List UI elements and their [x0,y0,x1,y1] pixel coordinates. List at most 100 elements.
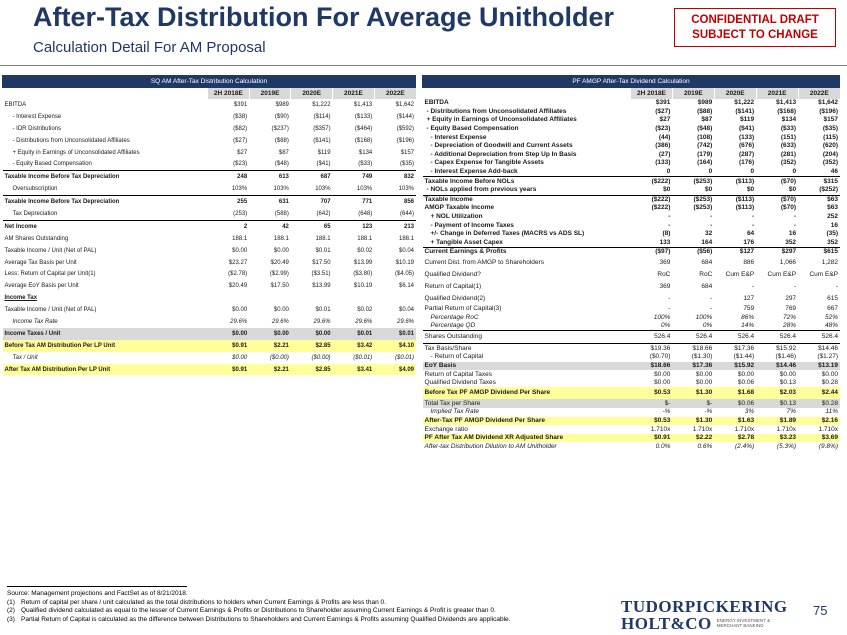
row-value: (386) [655,142,671,150]
row-value: 3% [744,408,755,416]
row-value: $615 [798,247,840,257]
row-value: $0.06 [737,379,755,387]
row-value: $2.78 [714,433,757,443]
row-label: - Equity Based Compensation [12,161,92,168]
row-value: 11% [825,408,838,416]
table-row: Tax / Unit $0.00 ($0.00) ($0.00) ($0.01) ($0.… [3,352,417,364]
row-value: ($141) [735,107,755,115]
row-value: $1.63 [714,416,757,426]
row-value: 29.6% [230,318,248,325]
row-value: (108) [697,133,713,141]
row-value: (27) [658,150,671,158]
row-value: Cum E&P [767,270,797,278]
table-row: Income Taxes / Unit $0.00 $0.00 $0.00 $0.01 $… [2,327,416,340]
logo-tagline-2: MERCHANT BANKING [716,623,764,628]
table-row: - Interest Expense ($38) ($90) ($114) ($133)… [3,111,417,123]
row-value: ($113) [714,194,757,205]
row-label: - Return of Capital [430,353,484,361]
year-header: 2019E [248,88,291,99]
row-label: - Distributions from Unconsolidated Affi… [426,107,567,115]
sq-am-panel: SQ AM After-Tax Distribution Calculation… [2,75,417,376]
row-value: ($196) [819,107,838,115]
table-row: Percentage RoC 100% 100% 86% 72% 52% [423,313,841,322]
year-header: 2022E [373,88,416,99]
row-label: EBITDA [424,99,449,107]
row-value: $0.02 [357,247,373,254]
row-value: 100% [695,313,713,321]
pf-amgp-table-body: EBITDA $391 $989 $1,222 $1,413 $1,642 - Distri… [422,99,841,451]
row-value: ($33) [358,161,373,168]
row-value: $134 [781,116,797,124]
row-value: $0.00 [273,307,289,314]
row-value: ($133) [354,113,373,120]
row-value: $134 [358,149,373,156]
row-value: - [793,213,797,221]
row-value: 684 [701,258,713,266]
row-label: Implied Tax Rate [430,408,480,416]
row-label: Tax Basis/Share [422,343,631,354]
row-value: $17.50 [312,259,331,266]
row-label: - Capex Expense for Tangible Assets [430,159,544,167]
row-value [374,292,416,304]
row-label: Exchange ratio [424,425,468,433]
table-row: After-tax Distribution Dilution to AM Un… [423,442,841,451]
row-label: Percentage RoC [430,313,479,321]
row-label: +/- Change in Deferred Taxes (MACRS vs A… [430,230,585,238]
row-value: 29.6% [355,318,373,325]
table-row: Taxable Income / Unit (Net of PAL) $0.00 $… [3,304,417,316]
row-value: (676) [738,142,755,150]
row-value: 188.1 [232,235,248,242]
row-value: 771 [332,195,375,209]
row-value: ($0.01) [394,354,414,361]
row-value: $0.91 [207,339,250,352]
row-value: 526.4 [821,333,838,341]
row-label: Taxable Income / Unit (Net of PAL) [4,307,97,314]
footnote-divider [7,586,187,587]
table-row: Taxable Income Before Tax Depreciation 24… [2,170,416,184]
row-value: 369 [659,258,671,266]
row-value: 684 [701,282,713,290]
year-header: 2022E [797,88,840,99]
row-value: $119 [317,149,331,156]
row-label: - Equity Based Compensation [426,125,519,133]
row-value: $0 [705,186,713,194]
row-value: - [710,213,713,221]
pf-amgp-panel-heading: PF AMGP After-Tax Dividend Calculation [422,75,840,88]
row-value: 213 [374,219,416,233]
row-value: (644) [399,210,414,217]
row-value: 72% [783,313,797,321]
table-row: - Interest Expense Add-back 0 0 0 0 46 [423,168,841,177]
row-value: ($168) [777,107,797,115]
row-value: $10.19 [395,259,414,266]
table-row: + NOL Utilization - - - - 252 [423,213,841,222]
row-value: ($88) [274,137,289,144]
row-value: $157 [400,149,414,156]
row-label: PF After Tax AM Dividend XR Adjusted Sha… [422,433,631,443]
row-value: 16 [788,230,797,238]
row-value: $0.00 [821,370,838,378]
row-label: Tax / Unit [12,354,38,361]
table-row: Taxable Income ($222) ($253) ($113) ($70) $63 [422,194,840,205]
row-value: 48% [798,321,840,332]
row-label: AMGP Taxable Income [424,204,494,212]
table-row: Income Tax Rate 29.6% 29.6% 29.6% 29.6% 29.6% [3,316,417,328]
row-value: ($2.78) [228,271,248,278]
row-value: $0.04 [398,247,414,254]
sq-am-column-headers: 2H 2018E 2019E 2020E 2021E 2022E [2,88,416,99]
row-value: 526.4 [696,333,713,341]
row-value: (133) [738,133,755,141]
row-value: $63 [827,204,838,212]
row-value: $0.00 [207,327,250,340]
row-value: 369 [659,282,671,290]
row-label: Taxable Income / Unit (Net of PAL) [4,247,97,254]
row-value: $20.49 [228,283,248,290]
row-value: $0 [788,186,797,194]
row-value: $1.68 [714,387,757,400]
table-row: Return of Capital Taxes $0.00 $0.00 $0.00 $0… [423,370,841,379]
row-value: 769 [785,304,797,312]
table-row: +/- Change in Deferred Taxes (MACRS vs A… [423,230,841,239]
row-value: 526.4 [779,333,797,341]
row-value: $17.36 [672,361,715,371]
row-value: $23.27 [228,259,248,266]
row-value: $0.13 [779,379,797,387]
